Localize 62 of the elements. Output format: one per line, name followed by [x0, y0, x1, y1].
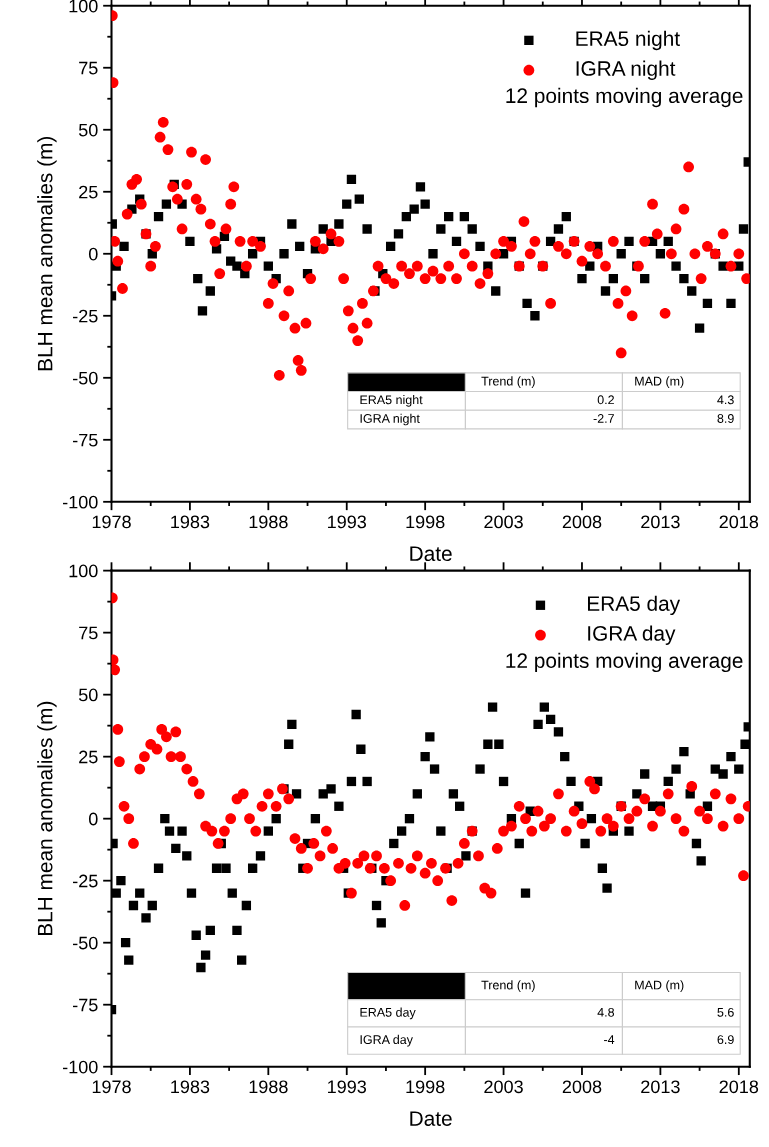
x-tick-label: 2013 — [641, 515, 680, 529]
y-tick-label: -50 — [73, 936, 98, 950]
y-tick-label: 50 — [78, 688, 98, 702]
x-tick-label: 2008 — [562, 515, 602, 529]
y-tick-label: -50 — [73, 371, 98, 385]
x-tick-label: 2008 — [562, 1080, 602, 1094]
x-tick-label: 1998 — [406, 515, 445, 529]
annotation: 6.9 — [717, 1035, 734, 1045]
x-tick-label: 2018 — [719, 515, 759, 529]
x-tick-label: 1988 — [249, 515, 288, 529]
annotation: 8.9 — [717, 414, 734, 423]
x-tick-label: 2018 — [719, 1080, 759, 1094]
x-tick-label: 1978 — [92, 1080, 131, 1094]
x-axis-title: Date — [410, 546, 452, 562]
y-tick-label: 25 — [79, 750, 98, 764]
y-tick-label: -25 — [73, 874, 98, 888]
y-tick-label: 50 — [78, 123, 98, 137]
legend-label: ERA5 day — [588, 595, 681, 616]
x-tick-label: 1983 — [171, 515, 210, 529]
y-axis-title: BLH mean anomalies (m) — [37, 136, 57, 371]
x-tick-label: 1988 — [249, 1080, 288, 1094]
x-tick-label: 2003 — [484, 1080, 523, 1094]
x-tick-label: 1983 — [171, 1080, 210, 1094]
annotation: IGRA day — [360, 1034, 413, 1047]
legend-label: IGRA night — [576, 60, 676, 80]
y-tick-label: -75 — [73, 998, 98, 1012]
y-tick-label: 75 — [79, 61, 98, 75]
annotation: 5.6 — [717, 1007, 734, 1017]
y-tick-label: 100 — [69, 0, 98, 13]
annotation: -2.7 — [593, 414, 614, 423]
annotation: Trend (m) — [481, 376, 535, 388]
y-tick-label: 100 — [69, 564, 98, 578]
annotation: 4.8 — [597, 1007, 615, 1017]
y-tick-label: -100 — [62, 1060, 98, 1074]
annotation: MAD (m) — [635, 376, 684, 388]
x-tick-label: 1978 — [92, 515, 131, 529]
y-tick-label: 75 — [79, 626, 98, 640]
y-tick-label: -75 — [73, 433, 98, 447]
x-tick-label: 2003 — [484, 515, 523, 529]
y-tick-label: -25 — [73, 309, 98, 323]
legend-label: ERA5 night — [576, 30, 680, 51]
y-tick-label: 0 — [88, 247, 98, 261]
y-tick-label: 25 — [79, 185, 98, 199]
x-tick-label: 1993 — [328, 515, 367, 529]
annotation: Trend (m) — [481, 980, 535, 992]
x-axis-title: Date — [410, 1111, 452, 1126]
x-tick-label: 1998 — [406, 1080, 445, 1094]
legend-title: 12 points moving average — [506, 652, 743, 673]
legend-title: 12 points moving average — [506, 87, 743, 108]
y-tick-label: -100 — [62, 495, 98, 509]
x-tick-label: 2013 — [641, 1080, 680, 1094]
annotation: 4.3 — [717, 395, 734, 405]
annotation: 0.2 — [597, 395, 614, 405]
annotation: ERA5 night — [360, 395, 423, 407]
annotation: MAD (m) — [635, 980, 684, 992]
annotation: -4 — [604, 1035, 615, 1044]
y-axis-title: BLH mean anomalies (m) — [37, 701, 57, 936]
legend-label: IGRA day — [588, 625, 676, 645]
x-tick-label: 1993 — [328, 1080, 367, 1094]
y-tick-label: 0 — [88, 812, 98, 826]
annotation: IGRA night — [360, 413, 420, 426]
annotation: ERA5 day — [360, 1007, 416, 1020]
